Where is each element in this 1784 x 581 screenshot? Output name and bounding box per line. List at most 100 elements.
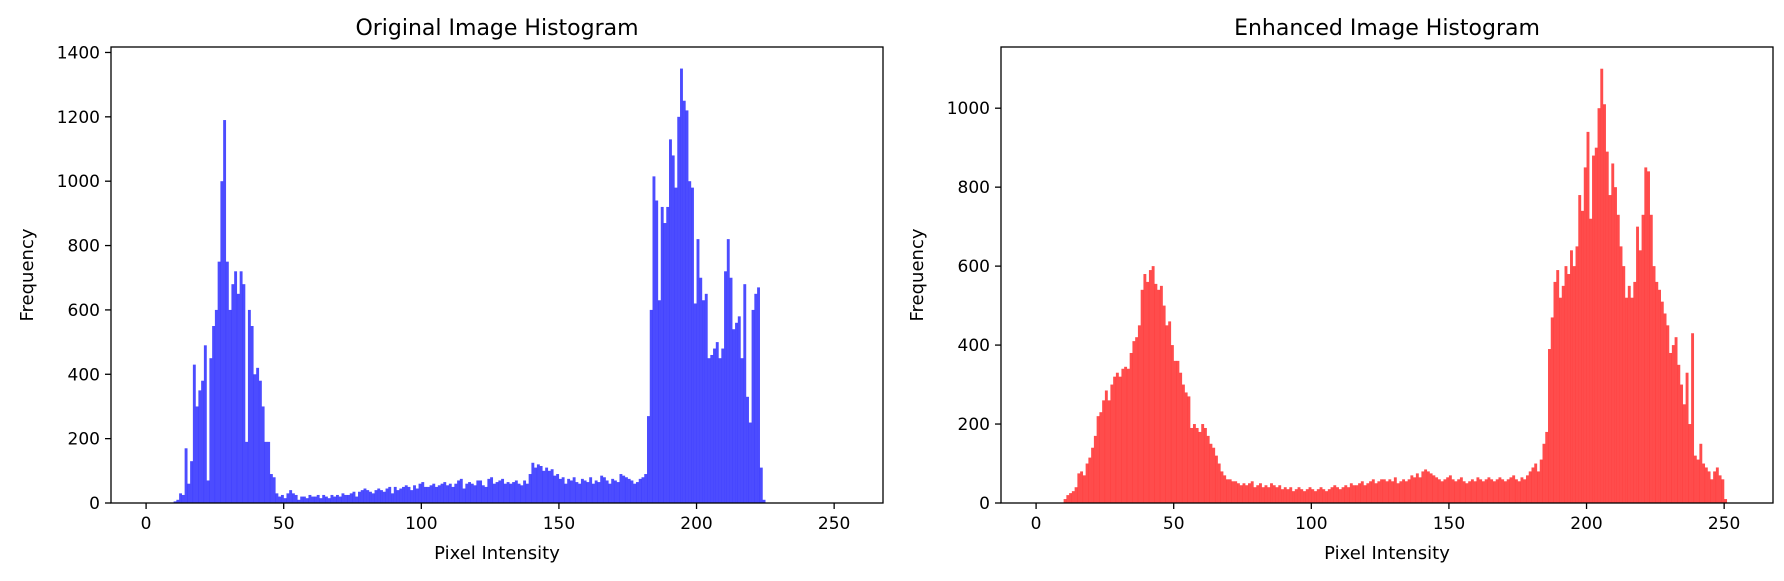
histogram-bar [1655, 281, 1659, 503]
histogram-bar [1286, 489, 1290, 503]
histogram-bar [1685, 372, 1689, 503]
histogram-bar [1454, 481, 1458, 503]
histogram-bar [388, 486, 392, 503]
histogram-bar [1424, 469, 1428, 503]
histogram-bar [1272, 485, 1276, 503]
histogram-bar [1234, 481, 1238, 503]
histogram-bar [674, 187, 678, 503]
histogram-bar [1344, 485, 1348, 503]
histogram-bar [1223, 475, 1227, 503]
histogram-bar [369, 491, 372, 503]
histogram-bar [1325, 491, 1328, 503]
histogram-bar [682, 100, 686, 504]
histogram-bar [1283, 487, 1287, 503]
histogram-bar [272, 477, 276, 503]
histogram-bar [600, 475, 604, 503]
histogram-bar [1391, 481, 1395, 503]
histogram-bar [1693, 455, 1697, 503]
histogram-bar [231, 284, 235, 503]
histogram-bar [253, 374, 257, 503]
histogram-bar [558, 478, 562, 503]
histogram-bar [269, 474, 273, 503]
histogram-bar [1443, 479, 1447, 503]
histogram-bar [1071, 491, 1075, 503]
histogram-bar [1440, 481, 1444, 503]
x-tick-label: 100 [1295, 514, 1327, 534]
histogram-bar [1069, 493, 1073, 503]
histogram-bar [1520, 477, 1524, 503]
histogram-bar [366, 490, 370, 503]
histogram-bar [451, 486, 455, 503]
histogram-bar [710, 354, 714, 503]
histogram-bar [341, 493, 345, 503]
histogram-bar [1633, 281, 1637, 503]
histogram-bar [1275, 487, 1279, 503]
histogram-bar [1429, 473, 1433, 503]
histogram-bar [534, 467, 538, 503]
histogram-bar [1063, 499, 1067, 503]
histogram-bar [1641, 214, 1645, 503]
histogram-bar [1556, 270, 1560, 503]
histogram-bar [677, 116, 681, 504]
histogram-bar [528, 474, 532, 503]
histogram-bar [696, 239, 700, 503]
histogram-bar [1451, 479, 1455, 503]
histogram-bar [1531, 467, 1535, 503]
histogram-bar [201, 380, 205, 503]
y-tick-label: 600 [958, 257, 990, 277]
histogram-bar [1341, 487, 1345, 503]
histogram-bar [1107, 400, 1111, 503]
histogram-bar [203, 345, 207, 503]
histogram-bar [1297, 487, 1301, 503]
histogram-bar [1435, 477, 1439, 503]
histogram-bar [448, 483, 452, 503]
histogram-bar [1256, 485, 1260, 503]
histogram-bar [1415, 473, 1419, 503]
histogram-bar [242, 284, 246, 503]
histogram-bar [1077, 473, 1081, 503]
histogram-bar [652, 176, 656, 503]
histogram-bar [1506, 479, 1510, 503]
histogram-bar [1104, 390, 1108, 503]
y-tick-label: 200 [68, 430, 100, 450]
histogram-bar [1616, 214, 1620, 503]
histogram-bar [289, 490, 293, 503]
histogram-bar [363, 488, 367, 503]
histogram-bar [702, 300, 705, 503]
histogram-bar [1330, 487, 1334, 503]
histogram-bar [501, 478, 505, 503]
histogram-bar [1627, 285, 1631, 503]
histogram-bar [578, 483, 582, 503]
histogram-bar [1190, 427, 1194, 503]
histogram-bar [1380, 479, 1384, 503]
histogram-bar [1388, 479, 1392, 503]
histogram-bar [663, 223, 667, 503]
histogram-bar [1146, 281, 1150, 503]
histogram-bar [1371, 479, 1375, 503]
histogram-bar [1514, 479, 1518, 503]
histogram-bar [1093, 435, 1097, 503]
histogram-bar [539, 465, 543, 503]
histogram-bar [1652, 266, 1656, 503]
histogram-bar [748, 422, 752, 503]
histogram-bar [239, 271, 243, 503]
histogram-bar [1377, 481, 1381, 503]
histogram-bar [660, 206, 664, 503]
histogram-bar [347, 494, 350, 503]
histogram-bar [1338, 489, 1342, 503]
histogram-bar [316, 494, 320, 503]
histogram-bar [206, 480, 210, 503]
histogram-bar [1102, 400, 1106, 503]
histogram-bar [446, 485, 449, 503]
histogram-bar [415, 488, 419, 503]
x-tick-label: 250 [818, 514, 850, 534]
histogram-bar [713, 348, 716, 503]
histogram-bar [1217, 463, 1221, 503]
histogram-bar [1311, 489, 1315, 503]
histogram-bar [542, 470, 546, 503]
histogram-bar [1154, 283, 1158, 503]
histogram-bar [1176, 360, 1180, 503]
histogram-bar [1264, 485, 1268, 503]
histogram-bar [1481, 481, 1485, 503]
